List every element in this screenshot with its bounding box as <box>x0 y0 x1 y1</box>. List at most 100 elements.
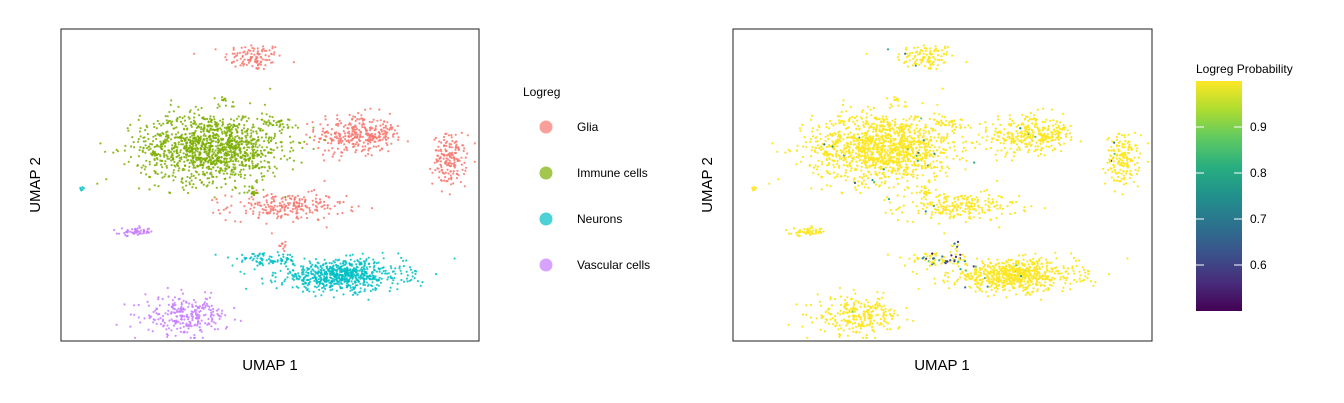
data-point <box>353 291 356 294</box>
data-point <box>205 150 208 153</box>
data-point <box>895 143 898 146</box>
data-point <box>225 53 228 56</box>
data-point <box>799 129 802 132</box>
data-point <box>330 142 333 145</box>
data-point <box>148 160 151 163</box>
data-point <box>387 276 390 279</box>
data-point <box>1135 149 1138 153</box>
data-point <box>350 134 353 137</box>
data-point <box>145 232 148 235</box>
data-point <box>921 49 924 53</box>
data-point <box>304 282 307 285</box>
data-point <box>175 320 178 323</box>
data-point <box>232 171 235 174</box>
data-point <box>236 59 239 62</box>
data-point <box>255 165 258 168</box>
data-point <box>137 118 140 121</box>
data-point <box>213 196 216 199</box>
data-point <box>891 144 894 147</box>
data-point <box>448 193 451 196</box>
data-point <box>923 160 926 163</box>
data-point <box>898 126 901 130</box>
data-point <box>214 140 218 143</box>
data-point <box>1030 129 1034 132</box>
data-point <box>431 171 434 174</box>
data-point <box>1123 136 1126 139</box>
data-point <box>208 131 211 134</box>
data-point <box>263 159 266 162</box>
data-point <box>1003 128 1006 131</box>
data-point <box>266 161 269 164</box>
data-point <box>256 117 259 120</box>
data-point <box>250 146 254 149</box>
data-point <box>988 206 991 209</box>
data-point <box>838 115 842 118</box>
data-point <box>137 303 140 307</box>
data-point <box>210 325 213 328</box>
data-point <box>274 46 277 49</box>
data-point <box>354 284 357 287</box>
data-point <box>1137 169 1140 172</box>
data-point <box>254 143 257 146</box>
data-point <box>1116 138 1119 142</box>
data-point <box>251 185 254 188</box>
data-point <box>277 215 280 218</box>
data-point <box>198 114 201 117</box>
data-point <box>927 143 930 146</box>
data-point <box>1033 123 1036 126</box>
data-point <box>918 146 922 149</box>
data-point <box>1054 133 1057 136</box>
legend-label: Neurons <box>577 212 622 226</box>
data-point <box>1027 119 1030 122</box>
data-point <box>272 209 275 212</box>
data-point <box>889 103 892 106</box>
data-point <box>210 173 213 176</box>
data-point <box>180 156 183 159</box>
data-point <box>373 140 376 143</box>
data-point <box>286 253 289 256</box>
data-point <box>191 313 194 316</box>
data-point <box>431 182 434 185</box>
data-point <box>292 159 296 162</box>
data-point <box>1132 180 1135 184</box>
data-point <box>275 167 278 170</box>
data-point <box>260 118 263 121</box>
data-point <box>239 319 242 322</box>
data-point <box>864 163 867 166</box>
data-point <box>997 118 1000 121</box>
data-point <box>349 258 352 261</box>
data-point <box>302 267 305 270</box>
data-point <box>918 132 921 135</box>
data-point <box>282 126 285 129</box>
data-point <box>178 154 181 157</box>
data-point <box>904 52 907 55</box>
data-point <box>1054 138 1057 141</box>
data-point <box>242 51 245 54</box>
data-point <box>192 144 195 147</box>
data-point <box>272 212 275 215</box>
data-point <box>253 268 256 271</box>
data-point <box>269 140 272 143</box>
data-point <box>989 146 993 150</box>
data-point <box>252 153 255 156</box>
data-point <box>903 143 906 146</box>
data-point <box>1032 130 1035 133</box>
data-point <box>314 200 318 203</box>
data-point <box>232 105 235 108</box>
data-point <box>1008 135 1011 138</box>
data-point <box>322 263 325 266</box>
data-point <box>226 256 230 259</box>
data-point <box>918 52 921 55</box>
data-point <box>249 136 252 139</box>
data-point <box>900 122 904 126</box>
data-point <box>244 46 247 49</box>
data-point <box>405 270 408 273</box>
data-point <box>1011 159 1014 162</box>
data-point <box>350 273 353 276</box>
data-point <box>314 295 317 298</box>
data-point <box>816 151 819 154</box>
data-point <box>272 171 275 174</box>
data-point <box>852 134 855 137</box>
data-point <box>191 319 194 322</box>
data-point <box>919 48 923 52</box>
